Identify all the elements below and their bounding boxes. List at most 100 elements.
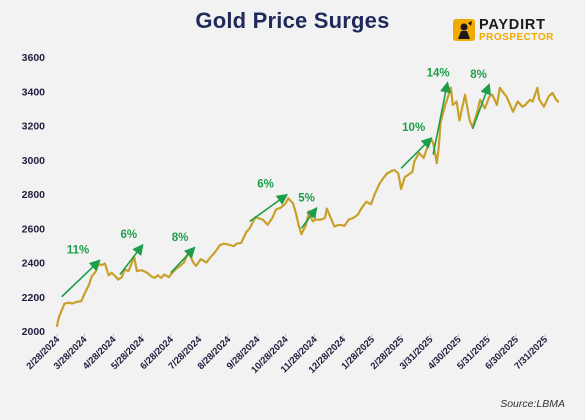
data-point [90,275,93,278]
data-point [498,86,501,89]
data-point [373,193,376,195]
data-point [101,264,103,266]
data-point [370,203,372,206]
chart-title: Gold Price Surges [195,8,390,33]
data-point [150,275,152,278]
data-point [422,157,425,159]
data-point [483,107,486,110]
surge-annotations: 11% 6% 8% 6% 5% 10% 14% 8% [61,67,491,298]
data-point [435,162,438,165]
data-point [451,104,454,106]
data-point [271,217,274,219]
data-point [557,100,559,103]
data-point [505,95,508,98]
data-point [305,223,307,226]
data-point [411,170,414,173]
data-point [488,95,491,98]
price-series [55,86,560,327]
data-point [88,283,90,286]
data-point [160,277,163,279]
data-point [121,276,123,278]
data-point [205,261,208,264]
source-note: Source:LBMA [500,398,565,410]
data-point [308,210,310,213]
data-point [127,270,130,272]
data-point [386,172,388,175]
data-point [529,98,531,101]
surge-arrow [61,259,101,298]
data-point [432,141,434,144]
data-point [516,100,519,103]
data-point [297,223,300,226]
data-point [359,208,362,211]
surge-arrow [432,81,452,155]
data-point [343,224,346,227]
data-point [209,256,212,259]
data-point [547,95,550,98]
data-point [179,265,182,267]
y-axis: 2000 2200 2400 2600 2800 3000 3200 3400 3600 [22,52,46,338]
data-point [390,170,393,172]
data-point [538,98,541,101]
data-point [218,244,221,247]
data-point [80,300,83,302]
data-point [404,176,406,178]
data-point [71,302,73,305]
data-point [502,92,505,94]
data-point [214,251,216,254]
data-point [114,275,117,278]
data-point [512,110,514,113]
data-point [413,160,416,163]
data-point [287,197,290,200]
data-point [97,263,100,266]
data-point [130,263,133,266]
y-tick-label: 3400 [22,86,46,98]
data-point [107,274,110,277]
data-point [248,227,251,230]
data-point [68,301,71,304]
logo-text-paydirt: PAYDIRT [479,17,546,33]
data-point [314,218,317,221]
data-point [400,188,402,190]
data-point [284,202,287,205]
data-point [168,276,170,278]
surge-percent-label: 8% [172,232,189,244]
data-point [192,261,195,264]
data-point [275,208,277,211]
surge-percent-label: 14% [427,67,450,79]
y-tick-label: 3000 [22,155,46,167]
data-point [199,258,202,260]
data-point [352,217,355,219]
data-point [94,271,97,273]
data-point [63,302,66,305]
data-point [383,176,386,178]
data-point [464,93,466,96]
data-point [110,271,113,274]
data-point [169,273,172,276]
data-point [378,182,381,185]
y-tick-label: 2400 [22,258,46,270]
surge-arrow [300,206,318,229]
data-point [437,146,440,149]
data-point [245,231,247,234]
data-point [324,217,326,219]
data-point [279,206,282,209]
logo-text-prospector: PROSPECTOR [479,32,554,43]
data-point [235,242,238,245]
data-point [83,293,86,296]
data-point [393,169,396,171]
data-point [222,242,225,245]
data-point [104,262,106,265]
data-point [294,211,297,214]
data-point [425,148,428,151]
prospector-logo-icon [453,19,475,41]
data-point [509,104,512,106]
surge-arrow [471,83,491,130]
data-point [146,271,149,274]
surge-percent-label: 6% [120,229,137,241]
x-axis: 2/28/20243/28/20244/28/20245/28/20246/28… [24,334,550,376]
data-point [311,220,314,223]
data-point [418,152,420,154]
surge-arrow [170,246,196,274]
